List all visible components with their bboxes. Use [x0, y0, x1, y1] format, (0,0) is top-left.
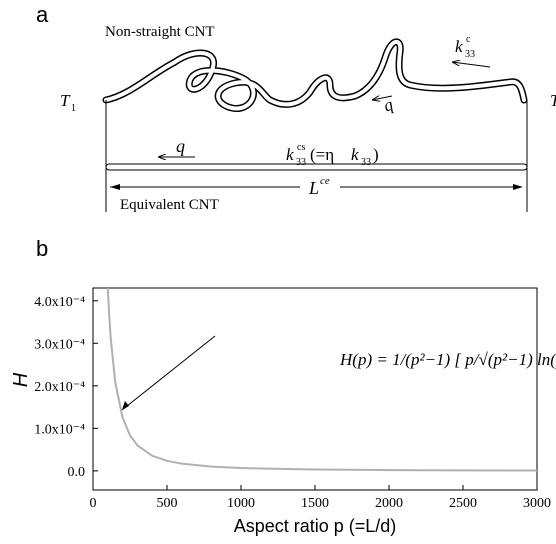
length: L — [308, 178, 319, 198]
y-tick-label: 4.0x10⁻⁴ — [34, 295, 85, 310]
y-tick-label: 0.0 — [68, 465, 86, 480]
y-tick-label: 3.0x10⁻⁴ — [34, 337, 85, 352]
formula: H(p) = 1/(p²−1) [ p/√(p²−1) ln(p + √(p²−… — [339, 350, 556, 369]
conductivity: k — [286, 145, 294, 164]
y-tick-label: 2.0x10⁻⁴ — [34, 380, 85, 395]
conductivity-relation: ) — [373, 145, 379, 164]
y-axis-label: H — [10, 372, 32, 387]
bottom-label: Equivalent CNT — [120, 197, 219, 213]
flux-arrow — [372, 96, 393, 100]
conductivity-superscript: c — [466, 34, 471, 45]
y-tick-label: 1.0x10⁻⁴ — [34, 422, 85, 437]
x-tick-label: 1500 — [301, 496, 329, 511]
conductivity: k — [455, 37, 463, 56]
panel-label: b — [36, 236, 48, 261]
panel-label: a — [36, 2, 49, 27]
temperature: T — [550, 91, 556, 110]
x-tick-label: 2500 — [449, 496, 477, 511]
flux: q — [176, 136, 185, 156]
conductivity-subscript: 33 — [465, 49, 475, 60]
conductivity-superscript: cs — [297, 142, 305, 153]
top-label: Non-straight CNT — [105, 24, 215, 40]
annotation-arrowhead — [122, 401, 129, 410]
x-tick-label: 500 — [157, 496, 178, 511]
data-line — [106, 287, 538, 472]
x-axis-label: Aspect ratio p (=L/d) — [234, 516, 397, 536]
length-superscript: ce — [320, 175, 330, 187]
conductivity-subscript: 33 — [296, 157, 306, 168]
conductivity-relation: (=η — [310, 145, 334, 164]
conductivity-subscript: 33 — [361, 157, 371, 168]
temperature: T — [60, 91, 71, 110]
temperature-subscript: 1 — [71, 103, 76, 114]
curved-cnt — [102, 38, 528, 112]
panel-b: b H Aspect ratio p (=L/d) H(p) = 1/(p²−1… — [10, 236, 556, 536]
straight-cnt — [105, 163, 528, 171]
panel-a: a Non-straight CNT T 1 T k 33 c q q k 33… — [36, 2, 556, 213]
x-tick-label: 3000 — [523, 496, 551, 511]
conductivity: k — [351, 145, 359, 164]
flux: q — [381, 95, 396, 116]
flux-arrow — [452, 62, 491, 68]
annotation-arrow — [121, 335, 216, 411]
x-tick-label: 2000 — [375, 496, 403, 511]
x-tick-label: 0 — [90, 496, 97, 511]
x-tick-label: 1000 — [227, 496, 255, 511]
plot-frame — [92, 287, 538, 491]
